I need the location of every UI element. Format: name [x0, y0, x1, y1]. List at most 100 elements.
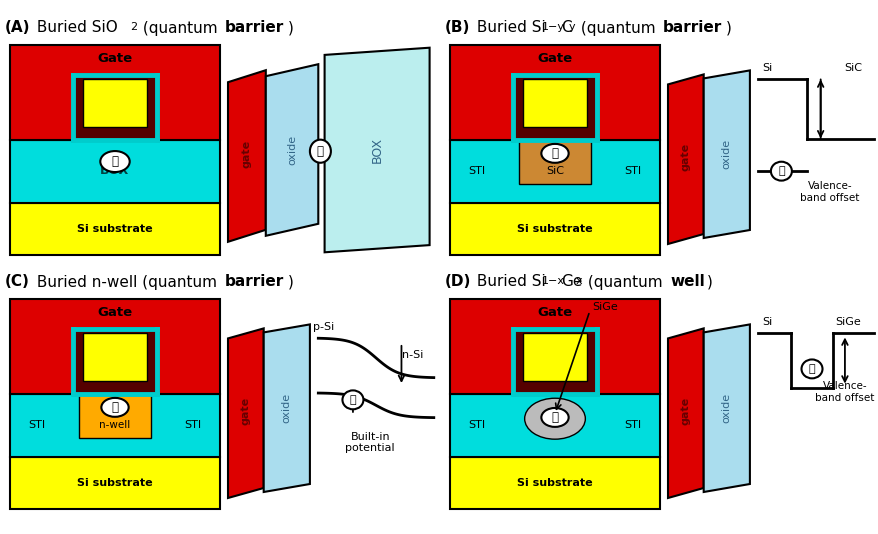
Text: 2: 2 [130, 22, 137, 32]
Bar [513, 75, 596, 139]
Text: Ge: Ge [560, 274, 582, 289]
Text: 1−x: 1−x [542, 276, 565, 286]
Bar [10, 139, 219, 202]
Text: Built-in: Built-in [350, 432, 390, 442]
Text: (quantum: (quantum [575, 20, 659, 35]
Text: Si: Si [761, 62, 772, 73]
Text: ⓗ: ⓗ [112, 401, 119, 414]
Text: x: x [575, 276, 582, 286]
Text: ⓗ: ⓗ [112, 155, 119, 168]
Text: oxide: oxide [721, 393, 731, 423]
Text: STI: STI [623, 420, 641, 430]
Bar [513, 329, 596, 394]
Bar [522, 79, 587, 127]
Text: (B): (B) [444, 20, 470, 35]
Polygon shape [265, 64, 318, 236]
Text: Si substrate: Si substrate [77, 224, 153, 234]
Text: gate: gate [680, 143, 690, 171]
Polygon shape [703, 70, 749, 238]
Bar [10, 45, 219, 139]
Text: Si substrate: Si substrate [516, 224, 592, 234]
Ellipse shape [541, 144, 568, 163]
Text: (quantum: (quantum [138, 20, 222, 35]
Text: oxide: oxide [721, 139, 731, 169]
Text: Si substrate: Si substrate [77, 478, 153, 488]
Text: (C): (C) [5, 274, 30, 289]
Bar [73, 75, 157, 139]
Text: barrier: barrier [662, 20, 722, 35]
Text: (A): (A) [5, 20, 31, 35]
Text: p-Si: p-Si [313, 322, 335, 332]
Bar [10, 394, 219, 457]
Text: barrier: barrier [225, 20, 284, 35]
Text: STI: STI [184, 420, 201, 430]
Bar [450, 394, 659, 457]
Bar [450, 202, 659, 255]
Text: SiGe: SiGe [835, 317, 860, 327]
Text: SiGe: SiGe [591, 302, 617, 312]
Bar [519, 139, 590, 184]
Text: y: y [568, 22, 575, 32]
Text: Gate: Gate [97, 52, 133, 65]
Text: ⓗ: ⓗ [551, 411, 558, 424]
Bar [73, 329, 157, 394]
Ellipse shape [310, 140, 330, 163]
Text: ⓗ: ⓗ [808, 364, 815, 374]
Polygon shape [667, 74, 703, 244]
Bar [10, 202, 219, 255]
Bar [450, 45, 659, 139]
Text: 1−y: 1−y [542, 22, 565, 32]
Text: band offset: band offset [814, 393, 874, 403]
Bar [10, 299, 219, 394]
Text: well: well [669, 274, 704, 289]
Polygon shape [667, 328, 703, 498]
Text: STI: STI [29, 420, 46, 430]
Bar [450, 457, 659, 509]
Text: ): ) [288, 20, 293, 35]
Text: Valence-: Valence- [807, 181, 852, 191]
Text: STI: STI [623, 166, 641, 176]
Text: Buried n-well (quantum: Buried n-well (quantum [32, 274, 221, 289]
Bar [83, 79, 147, 127]
Ellipse shape [101, 398, 128, 417]
Text: oxide: oxide [287, 135, 297, 165]
Text: band offset: band offset [799, 193, 859, 203]
Text: (quantum: (quantum [582, 274, 666, 289]
Text: ): ) [288, 274, 293, 289]
Polygon shape [324, 48, 429, 252]
Text: Gate: Gate [97, 306, 133, 319]
Text: Buried SiO: Buried SiO [32, 20, 118, 35]
Text: ): ) [725, 20, 731, 35]
Ellipse shape [801, 359, 822, 379]
Text: Si: Si [761, 317, 772, 327]
Text: Buried Si: Buried Si [471, 274, 545, 289]
Bar [79, 394, 150, 437]
Text: Si substrate: Si substrate [516, 478, 592, 488]
Text: STI: STI [468, 166, 486, 176]
Text: ⓗ: ⓗ [317, 145, 323, 158]
Text: potential: potential [345, 443, 394, 453]
Text: C: C [560, 20, 571, 35]
Text: oxide: oxide [282, 393, 291, 423]
Text: ⓗ: ⓗ [777, 166, 784, 176]
Bar [83, 333, 147, 381]
Text: Buried Si: Buried Si [471, 20, 545, 35]
Bar [522, 333, 587, 381]
Bar [450, 139, 659, 202]
Ellipse shape [100, 151, 130, 172]
Ellipse shape [770, 162, 791, 180]
Polygon shape [263, 324, 310, 492]
Polygon shape [227, 328, 263, 498]
Text: BOX: BOX [371, 137, 383, 163]
Text: BOX: BOX [100, 164, 129, 177]
Text: (D): (D) [444, 274, 471, 289]
Ellipse shape [342, 390, 363, 409]
Text: SiC: SiC [545, 166, 564, 176]
Text: SiC: SiC [843, 62, 861, 73]
Text: Gate: Gate [536, 306, 572, 319]
Text: n-Si: n-Si [402, 350, 423, 360]
Text: ⓗ: ⓗ [349, 395, 356, 405]
Text: STI: STI [468, 420, 486, 430]
Text: Gate: Gate [536, 52, 572, 65]
Text: barrier: barrier [225, 274, 284, 289]
